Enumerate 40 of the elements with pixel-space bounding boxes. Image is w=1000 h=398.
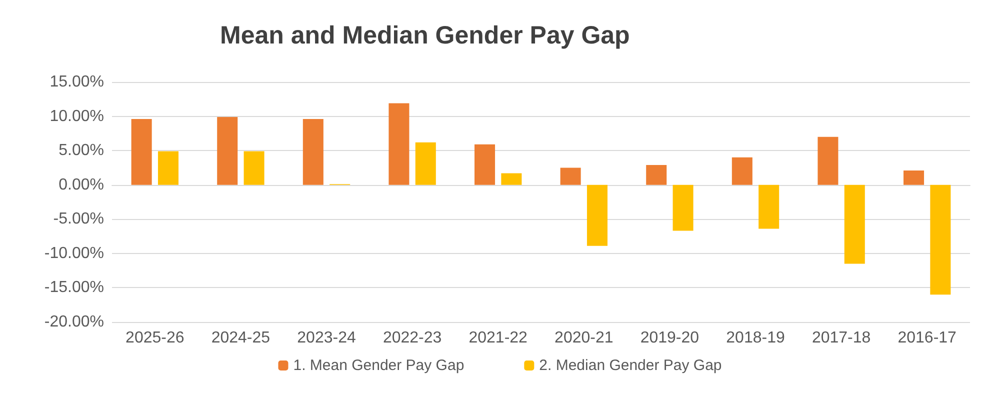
y-tick-label: -20.00% <box>44 314 104 330</box>
x-tick-label: 2020-21 <box>554 330 614 346</box>
bar <box>217 116 238 185</box>
y-tick-label: 10.00% <box>50 108 104 125</box>
bar <box>672 184 694 231</box>
x-tick-label: 2023-24 <box>297 330 356 346</box>
bar <box>904 170 924 185</box>
bar <box>930 184 951 295</box>
bar <box>586 184 608 246</box>
bar <box>158 151 178 185</box>
bar <box>560 168 581 185</box>
bar <box>501 173 522 185</box>
bar <box>844 184 865 264</box>
y-tick-label: 5.00% <box>58 142 104 160</box>
x-tick-label: 2021-22 <box>468 330 528 346</box>
y-tick-label: 0.00% <box>58 176 104 194</box>
y-tick-label: -10.00% <box>44 244 104 262</box>
y-tick-label: -15.00% <box>44 279 104 296</box>
bar <box>244 151 264 185</box>
chart-title: Mean and Median Gender Pay Gap <box>220 22 630 50</box>
bar <box>131 119 152 185</box>
x-tick-label: 2016-17 <box>898 330 957 346</box>
y-tick-label: -5.00% <box>53 210 104 228</box>
bar <box>415 142 436 185</box>
bar <box>302 119 324 185</box>
y-tick-label: 15.00% <box>50 74 104 90</box>
x-tick-label: 2018-19 <box>726 330 785 346</box>
bar <box>388 103 410 185</box>
bar <box>818 136 838 185</box>
bar <box>646 164 667 185</box>
bar <box>732 157 752 185</box>
x-tick-label: 2017-18 <box>812 330 871 346</box>
legend-label: 2. Median Gender Pay Gap <box>539 357 722 374</box>
legend-label: 1. Mean Gender Pay Gap <box>293 357 464 374</box>
bar <box>474 144 496 185</box>
x-tick-label: 2025-26 <box>126 330 184 346</box>
x-tick-label: 2019-20 <box>640 330 700 346</box>
bar <box>758 184 780 229</box>
x-tick-label: 2022-23 <box>382 330 442 346</box>
x-tick-label: 2024-25 <box>211 330 270 346</box>
